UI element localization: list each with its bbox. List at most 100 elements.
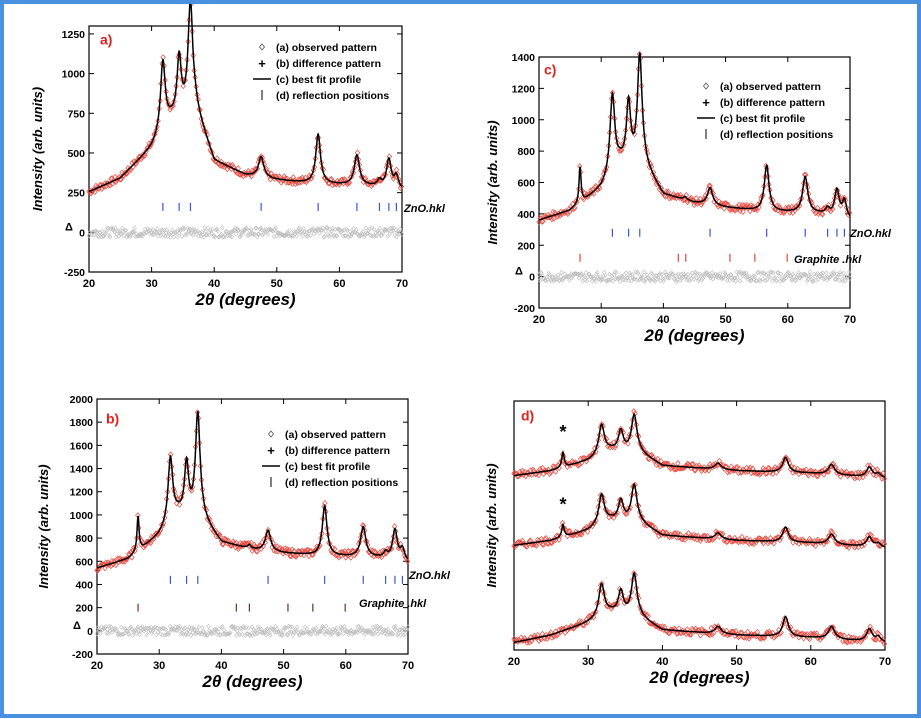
difference-point	[846, 269, 852, 275]
difference-point	[717, 271, 723, 276]
difference-point	[198, 233, 204, 239]
difference-point	[256, 231, 262, 237]
difference-point	[404, 627, 410, 633]
difference-point	[655, 276, 660, 282]
axes-box	[513, 400, 886, 651]
difference-point	[551, 278, 557, 284]
observed-point	[519, 537, 525, 544]
observed-point	[695, 532, 701, 540]
observed-point	[593, 517, 599, 524]
difference-point	[372, 627, 377, 633]
difference-point	[634, 277, 639, 283]
observed-point	[326, 180, 333, 187]
observed-point	[873, 636, 879, 643]
difference-point	[205, 225, 211, 231]
difference-point	[602, 272, 608, 278]
difference-point	[215, 228, 221, 234]
difference-point	[684, 277, 690, 283]
difference-point	[561, 276, 566, 282]
difference-point	[718, 274, 724, 280]
difference-point	[346, 631, 351, 637]
observed-point	[237, 171, 243, 178]
observed-point	[787, 534, 794, 541]
difference-point	[300, 630, 305, 636]
observed-point	[710, 629, 717, 637]
difference-point	[321, 234, 327, 240]
difference-point	[290, 632, 296, 638]
observed-point	[865, 628, 871, 635]
observed-point	[355, 547, 361, 554]
legend: (a) observed pattern + (b) difference patt…	[253, 42, 389, 102]
difference-point	[574, 271, 579, 277]
observed-point	[595, 599, 601, 606]
observed-point	[710, 535, 717, 542]
difference-point	[710, 276, 716, 282]
observed-point	[808, 537, 814, 544]
difference-point	[205, 232, 210, 238]
difference-point	[324, 225, 329, 231]
difference-point	[388, 631, 393, 637]
observed-point	[539, 218, 545, 225]
difference-point	[114, 628, 120, 634]
difference-point	[608, 277, 613, 283]
observed-point	[817, 469, 823, 476]
difference-point	[762, 271, 767, 277]
difference-point	[337, 629, 343, 635]
observed-point	[147, 143, 153, 150]
observed-point	[801, 635, 807, 642]
observed-point	[814, 538, 820, 545]
difference-point	[117, 228, 122, 234]
observed-point	[291, 548, 297, 555]
difference-point	[373, 624, 378, 629]
difference-point	[631, 276, 637, 282]
difference-point	[179, 233, 185, 239]
observed-point	[728, 538, 734, 545]
difference-point	[653, 273, 658, 279]
observed-point	[215, 533, 222, 540]
difference-point	[184, 630, 189, 636]
difference-point	[124, 628, 129, 634]
difference-point	[115, 632, 121, 638]
observed-point	[622, 510, 629, 517]
difference-point	[815, 270, 820, 276]
observed-point	[715, 623, 721, 630]
observed-point	[694, 628, 700, 635]
difference-point	[147, 231, 152, 237]
observed-point	[858, 540, 864, 547]
difference-point	[243, 625, 249, 631]
observed-point	[707, 631, 713, 639]
observed-point	[852, 475, 858, 482]
observed-point	[821, 540, 827, 547]
difference-point	[342, 233, 348, 239]
difference-point	[188, 632, 194, 638]
observed-point	[688, 532, 694, 539]
observed-point	[613, 601, 619, 608]
legend-observed-symbol	[702, 82, 710, 90]
difference-point	[223, 229, 228, 235]
legend-reflection-label: (d) reflection positions	[720, 129, 833, 141]
observed-point	[301, 551, 307, 559]
difference-point	[356, 624, 362, 630]
x-tick-label: 20	[83, 278, 95, 290]
observed-point	[653, 461, 660, 468]
difference-point	[246, 625, 251, 631]
difference-point	[795, 272, 800, 278]
difference-point	[209, 630, 215, 636]
difference-point	[173, 230, 178, 236]
difference-point	[142, 231, 147, 237]
observed-point	[388, 545, 395, 552]
difference-point	[204, 632, 209, 638]
difference-point	[147, 627, 153, 633]
observed-point	[592, 610, 598, 617]
observed-point	[771, 540, 777, 547]
difference-point	[394, 234, 399, 240]
difference-point	[296, 226, 301, 232]
difference-point	[321, 625, 326, 631]
observed-point	[557, 212, 563, 219]
difference-point	[707, 273, 712, 279]
observed-point	[735, 633, 742, 641]
y-tick-label: 1200	[512, 83, 536, 95]
difference-point	[201, 628, 206, 634]
observed-point	[235, 545, 241, 552]
difference-point	[696, 278, 701, 284]
